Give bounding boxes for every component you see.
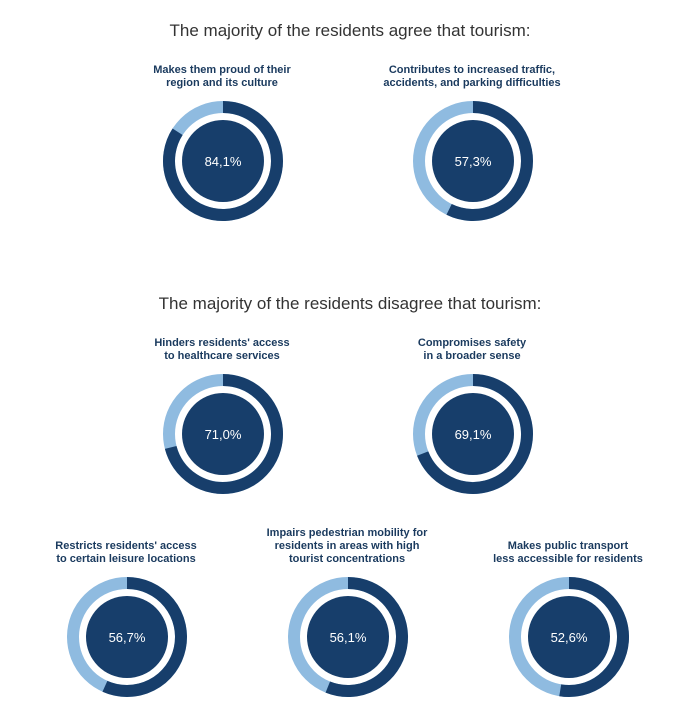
chart-label: Makes them proud of their region and its … bbox=[122, 64, 322, 90]
donut-center bbox=[86, 596, 168, 678]
donut-value-label: 56,7% bbox=[109, 630, 146, 645]
chart-label-line: to certain leisure locations bbox=[56, 553, 196, 565]
chart-label: Contributes to increased traffic, acciden… bbox=[372, 64, 572, 90]
donut-svg: 57,3% bbox=[413, 101, 533, 221]
chart-label: Makes public transport less accessible fo… bbox=[468, 540, 668, 566]
chart-label-line: Contributes to increased traffic, bbox=[388, 64, 556, 76]
donut-value-label: 52,6% bbox=[551, 630, 588, 645]
chart-label-line: Restricts residents' access bbox=[55, 540, 197, 552]
donut-center bbox=[182, 393, 264, 475]
donut-value-segment bbox=[164, 374, 283, 494]
donut-center bbox=[432, 393, 514, 475]
donut-value-label: 57,3% bbox=[455, 154, 492, 169]
donut-svg: 84,1% bbox=[163, 101, 283, 221]
donut-svg: 69,1% bbox=[413, 374, 533, 494]
donut-value-label: 71,0% bbox=[205, 427, 242, 442]
donut-value-segment bbox=[559, 577, 629, 697]
chart-label-line: Makes public transport bbox=[507, 540, 629, 552]
donut-svg: 56,7% bbox=[67, 577, 187, 697]
chart-label-line: Compromises safety bbox=[417, 337, 527, 349]
heading-disagree: The majority of the residents disagree t… bbox=[158, 294, 542, 313]
donut-value-label: 56,1% bbox=[330, 630, 367, 645]
chart-label: Compromises safety in a broader sense bbox=[372, 337, 572, 363]
chart-label-line: Makes them proud of their bbox=[153, 64, 291, 76]
chart-label-line: in a broader sense bbox=[423, 350, 521, 362]
donut-svg: 52,6% bbox=[509, 577, 629, 697]
chart-label-line: residents in areas with high bbox=[274, 540, 420, 552]
donut-value-label: 69,1% bbox=[455, 427, 492, 442]
donut-value-segment bbox=[102, 577, 187, 697]
donut-value-segment bbox=[325, 577, 408, 697]
donut-center bbox=[432, 120, 514, 202]
chart-label: Impairs pedestrian mobility for residents… bbox=[247, 527, 447, 566]
heading-agree: The majority of the residents agree that… bbox=[169, 21, 531, 40]
donut-center bbox=[528, 596, 610, 678]
donut-svg: 71,0% bbox=[163, 374, 283, 494]
donut-value-segment bbox=[163, 101, 283, 221]
donut-center bbox=[182, 120, 264, 202]
donut-value-segment bbox=[446, 101, 533, 221]
chart-label-line: Hinders residents' access bbox=[154, 337, 290, 349]
donut-value-segment bbox=[417, 374, 533, 494]
chart-label-line: to healthcare services bbox=[164, 350, 280, 362]
donut-svg: 56,1% bbox=[288, 577, 408, 697]
chart-label-line: tourist concentrations bbox=[288, 553, 406, 565]
donut-center bbox=[307, 596, 389, 678]
chart-label: Restricts residents' access to certain le… bbox=[26, 540, 226, 566]
chart-label-line: Impairs pedestrian mobility for bbox=[266, 527, 428, 539]
chart-label-line: region and its culture bbox=[166, 77, 278, 89]
chart-label-line: less accessible for residents bbox=[493, 553, 643, 565]
chart-label-line: accidents, and parking difficulties bbox=[383, 77, 561, 89]
chart-label: Hinders residents' access to healthcare s… bbox=[122, 337, 322, 363]
donut-value-label: 84,1% bbox=[205, 154, 242, 169]
